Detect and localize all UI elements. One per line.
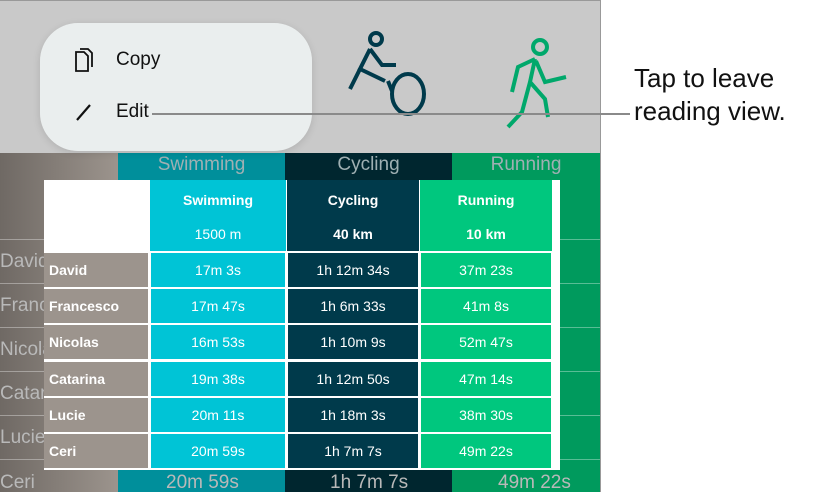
row-name-cell: Nicolas	[44, 325, 148, 360]
bg-row-name: Ceri	[0, 473, 35, 492]
header-distance: 40 km	[287, 216, 419, 251]
copy-icon	[75, 48, 93, 72]
bg-header-swimming: Swimming	[157, 154, 246, 175]
bg-row-name: Lucie	[0, 428, 44, 448]
header-distance: 10 km	[420, 216, 552, 251]
bg-row-name: Catarina	[0, 384, 44, 404]
time-cell: 1h 6m 33s	[288, 289, 418, 324]
bg-row-time: 20m 59s	[166, 472, 239, 492]
bg-row-name: Francesco	[0, 296, 44, 316]
header-sport: Swimming	[150, 180, 286, 216]
runner-icon	[506, 38, 567, 129]
time-cell: 1h 18m 3s	[288, 397, 418, 432]
header-sport: Cycling	[287, 180, 419, 216]
time-cell: 20m 11s	[151, 397, 285, 432]
time-cell: 47m 14s	[421, 361, 551, 396]
bg-header-running: Running	[490, 154, 562, 175]
row-name-cell: David	[44, 253, 148, 287]
edit-menu-item[interactable]: Edit	[74, 101, 149, 123]
context-menu: Copy Edit	[40, 23, 312, 151]
row-name-cell: Lucie	[44, 397, 148, 432]
time-cell: 49m 22s	[421, 434, 551, 468]
header-sport: Running	[420, 180, 552, 216]
time-cell: 1h 12m 34s	[288, 253, 418, 287]
row-name-cell: Francesco	[44, 289, 148, 324]
row-name-cell: Ceri	[44, 434, 148, 468]
time-cell: 37m 23s	[421, 253, 551, 287]
callout-text: Tap to leave reading view.	[634, 62, 786, 128]
bg-row-time: 49m 22s	[498, 472, 571, 492]
time-cell: 17m 47s	[151, 289, 285, 324]
reading-view-table: Swimming 1500 m Cycling 40 km Running 10 km Da…	[44, 180, 560, 470]
pencil-icon	[76, 104, 91, 121]
time-cell: 20m 59s	[151, 434, 285, 468]
callout-line-2: reading view.	[634, 96, 786, 126]
time-cell: 41m 8s	[421, 289, 551, 324]
edit-label: Edit	[116, 101, 149, 122]
bg-row-name: Nicolas	[0, 340, 44, 360]
time-cell: 16m 53s	[151, 325, 285, 360]
bg-row-name: David	[0, 252, 44, 272]
copy-label: Copy	[116, 49, 161, 70]
row-name-cell: Catarina	[44, 361, 148, 396]
callout-line-1: Tap to leave	[634, 63, 775, 93]
bg-row-time: 1h 7m 7s	[330, 472, 409, 492]
time-cell: 52m 47s	[421, 325, 551, 360]
time-cell: 38m 30s	[421, 397, 551, 432]
header-distance: 1500 m	[150, 216, 286, 251]
corner-cell	[44, 180, 150, 251]
callout-line	[152, 113, 630, 115]
bg-header-cycling: Cycling	[337, 154, 400, 175]
time-cell: 19m 38s	[151, 361, 285, 396]
time-cell: 1h 12m 50s	[288, 361, 418, 396]
time-cell: 17m 3s	[151, 253, 285, 287]
time-cell: 1h 10m 9s	[288, 325, 418, 360]
copy-menu-item[interactable]: Copy	[74, 47, 160, 73]
cyclist-icon	[348, 31, 426, 116]
time-cell: 1h 7m 7s	[288, 434, 418, 468]
